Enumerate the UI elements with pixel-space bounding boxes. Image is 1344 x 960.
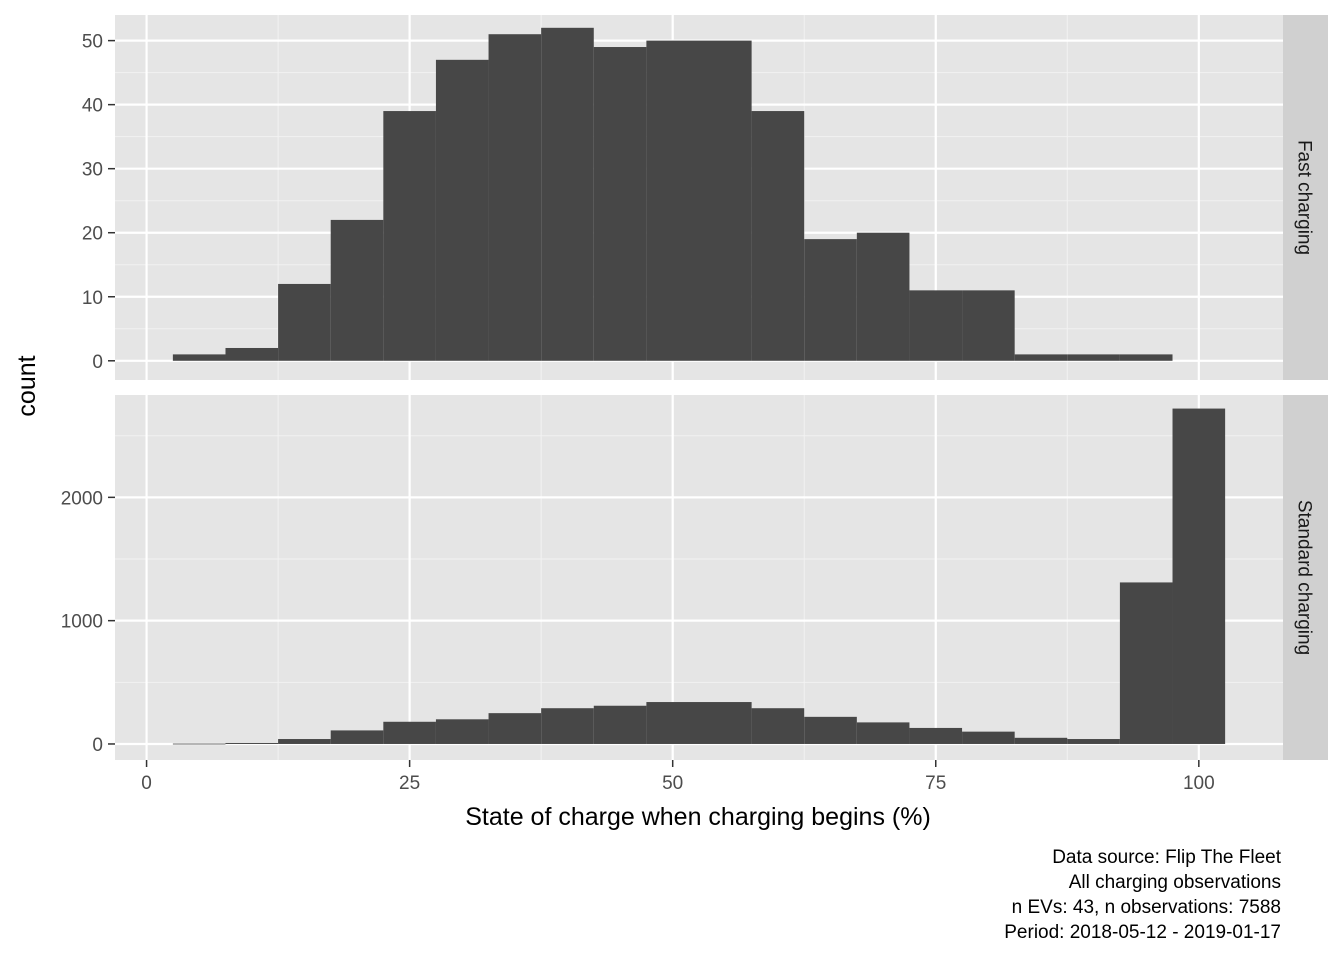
x-tick-label: 25 — [399, 773, 420, 794]
histogram-bar — [330, 730, 384, 744]
y-tick-label: 30 — [82, 160, 103, 181]
histogram-bar — [435, 59, 489, 361]
histogram-bar — [278, 283, 331, 361]
y-tick-label: 0 — [92, 352, 103, 373]
x-axis-title: State of charge when charging begins (%) — [465, 803, 931, 831]
x-tick-label: 0 — [141, 773, 152, 794]
x-tick-label: 75 — [925, 773, 946, 794]
histogram-bar — [909, 727, 963, 744]
histogram-bar — [435, 719, 489, 744]
histogram-bar — [172, 354, 226, 361]
histogram-bar — [804, 716, 857, 744]
y-tick-label: 50 — [82, 32, 103, 53]
histogram-bar — [856, 722, 910, 744]
histogram-bar — [804, 239, 857, 361]
histogram-bar — [225, 742, 279, 744]
histogram-bar — [541, 27, 594, 361]
facet-strip — [1283, 15, 1328, 380]
panel-background — [115, 395, 1283, 760]
y-tick-label: 0 — [92, 735, 103, 756]
y-axis-title: count — [13, 355, 41, 416]
caption-line-source: Data source: Flip The Fleet — [1052, 847, 1282, 868]
histogram-bar — [1014, 737, 1068, 744]
histogram-bar — [1014, 354, 1068, 361]
histogram-bar — [1119, 354, 1173, 361]
histogram-bar — [962, 731, 1015, 744]
y-tick-label: 40 — [82, 96, 103, 117]
y-tick-label: 20 — [82, 224, 103, 245]
histogram-bar — [751, 708, 805, 744]
facet-strip-label: Standard charging — [1294, 500, 1315, 655]
facet-panel-0: 0 10 20 30 40 50 Fast charging — [82, 15, 1328, 380]
histogram-bar — [330, 219, 384, 361]
histogram-bar — [541, 708, 594, 744]
x-tick-label: 50 — [662, 773, 683, 794]
histogram-bar — [699, 40, 752, 361]
histogram-bar — [751, 111, 805, 361]
caption-line-observations: All charging observations — [1069, 872, 1281, 893]
y-tick-label: 2000 — [61, 488, 103, 509]
histogram-bar — [383, 721, 436, 744]
histogram-bar — [646, 702, 699, 744]
histogram-bar — [1119, 582, 1173, 744]
y-tick-label: 10 — [82, 288, 103, 309]
histogram-bar — [646, 40, 699, 361]
histogram-bar — [172, 743, 226, 745]
histogram-bar — [699, 702, 752, 744]
histogram-bar — [1172, 408, 1226, 744]
caption-line-counts: n EVs: 43, n observations: 7588 — [1012, 897, 1281, 918]
histogram-bar — [488, 34, 542, 361]
histogram-bar — [225, 347, 279, 361]
histogram-bar — [488, 713, 542, 744]
caption-line-period: Period: 2018-05-12 - 2019-01-17 — [1004, 922, 1281, 943]
caption: Data source: Flip The Fleet All charging… — [1004, 847, 1281, 943]
histogram-bar — [593, 705, 647, 744]
y-tick-label: 1000 — [61, 612, 103, 633]
histogram-bar — [278, 739, 331, 744]
histogram-bar — [909, 290, 963, 361]
histogram-bar — [962, 290, 1015, 361]
histogram-bar — [383, 111, 436, 361]
histogram-bar — [856, 232, 910, 361]
histogram-bar — [1067, 739, 1120, 744]
histogram-bar — [1067, 354, 1120, 361]
facet-panel-1: 0 1000 2000 Standard charging — [61, 395, 1328, 760]
x-tick-label: 100 — [1183, 773, 1215, 794]
histogram-bar — [593, 47, 647, 361]
facet-strip — [1283, 395, 1328, 760]
facet-strip-label: Fast charging — [1294, 140, 1315, 255]
